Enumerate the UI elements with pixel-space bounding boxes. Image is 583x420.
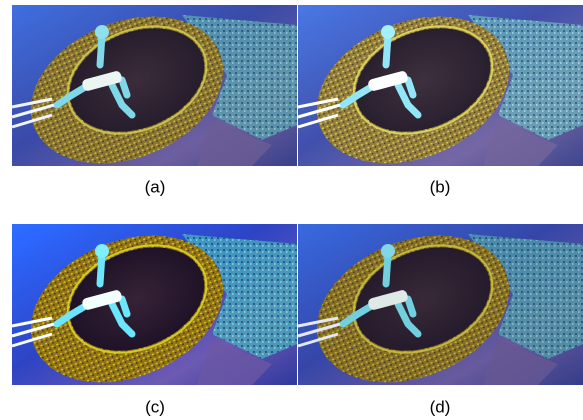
image xyxy=(9,208,297,409)
panel-label: (c) xyxy=(145,397,165,416)
figure: (a) (b) (c) (d) xyxy=(0,0,583,420)
panel-d xyxy=(295,208,583,409)
panel-b xyxy=(295,0,583,191)
panel-c xyxy=(9,208,297,409)
image xyxy=(9,0,297,191)
panel-label: (b) xyxy=(430,177,451,196)
image xyxy=(295,0,583,191)
image xyxy=(295,208,583,409)
panel-label: (d) xyxy=(430,397,451,416)
panel-a: (a) xyxy=(9,0,297,196)
panel-label: (a) xyxy=(145,177,166,196)
